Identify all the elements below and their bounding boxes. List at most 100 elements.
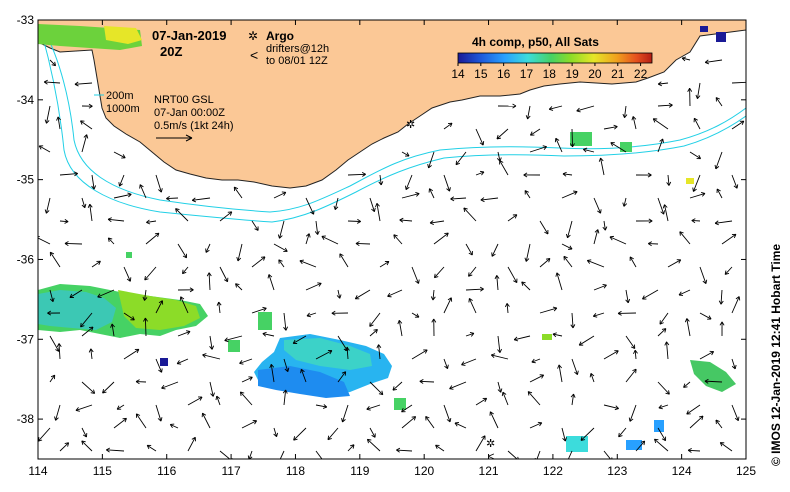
current-vector-head (146, 444, 152, 450)
current-vector-head (640, 440, 646, 446)
current-vector (75, 404, 93, 411)
current-vector (468, 266, 477, 277)
current-vector-head (523, 172, 528, 178)
current-vector-head (425, 416, 430, 421)
current-vector-head (273, 432, 279, 438)
current-vector-head (724, 270, 730, 275)
current-vector (624, 105, 627, 118)
imos-credit: © IMOS 12-Jan-2019 12:41 Hobart Time (769, 244, 783, 466)
current-vector (202, 412, 211, 429)
current-vector (106, 449, 125, 452)
colorbar-tick-label: 19 (565, 67, 579, 81)
current-vector-head (392, 386, 397, 391)
current-vector (731, 174, 738, 189)
argo-float-1: ✲ (406, 119, 415, 131)
current-vector-head (719, 321, 725, 326)
current-vector (657, 381, 670, 395)
current-vector (327, 427, 339, 440)
current-vector-head (446, 417, 452, 423)
current-vector-head (154, 232, 160, 238)
current-vector-head (69, 293, 74, 299)
current-vector-head (431, 318, 437, 323)
current-vector (396, 449, 413, 452)
sst-patch-west-cool (38, 290, 116, 330)
current-vector-head (548, 106, 554, 111)
current-vector-head (611, 457, 613, 459)
current-vector-head (444, 364, 449, 370)
current-vector (625, 335, 636, 349)
current-vector-head (411, 416, 417, 421)
current-vector-head (739, 120, 745, 125)
current-vector (355, 243, 371, 245)
current-vector-head (696, 154, 701, 160)
current-vector-head (564, 463, 568, 467)
current-vector (629, 256, 637, 268)
current-vector-head (83, 134, 89, 139)
current-vector (632, 116, 637, 130)
current-vector-head (618, 432, 623, 438)
current-vector-head (186, 330, 191, 335)
current-vector (502, 391, 509, 406)
lon-tick-label: 123 (607, 464, 627, 478)
current-vector (731, 404, 739, 421)
current-vector-head (341, 417, 346, 423)
sst-patch-ne2 (716, 32, 726, 42)
current-vector (454, 422, 467, 429)
current-vector (731, 120, 745, 130)
current-vector-head (552, 332, 557, 338)
current-vector (262, 333, 275, 337)
drifter-legend-line2: to 08/01 12Z (266, 55, 328, 67)
colorbar-tick-label: 22 (634, 67, 648, 81)
current-vector (81, 427, 87, 438)
current-vector-head (361, 171, 366, 177)
current-vector (337, 371, 347, 383)
current-vector-head (544, 230, 549, 235)
current-vector-head (512, 103, 517, 109)
lon-tick-label: 124 (672, 464, 692, 478)
lon-tick-label: 122 (543, 464, 563, 478)
current-vector (667, 259, 681, 268)
current-vector-head (602, 283, 607, 289)
current-vector (337, 335, 348, 352)
current-vector-head (574, 370, 579, 375)
current-vector-head (191, 197, 197, 203)
current-vector-head (468, 298, 473, 303)
current-vector (379, 261, 390, 268)
lat-tick-label: -34 (17, 93, 35, 107)
current-vector (465, 288, 484, 291)
current-vector (69, 289, 83, 298)
current-vector (465, 243, 473, 256)
colorbar-tick-label: 17 (520, 67, 534, 81)
current-vector-head (525, 115, 531, 120)
current-vector-head (344, 346, 350, 352)
current-vector-head (468, 251, 473, 256)
colorbar-tick-label: 21 (611, 67, 625, 81)
current-vector (443, 404, 451, 423)
current-vector (587, 260, 605, 268)
current-vector-head (74, 81, 79, 87)
current-vector (562, 173, 573, 176)
current-vector-head (306, 312, 311, 318)
current-vector (279, 450, 285, 459)
scale-arrow (156, 134, 193, 142)
current-vector-head (293, 436, 298, 441)
current-vector (81, 326, 94, 337)
current-vector (688, 449, 701, 452)
current-vector-head (709, 350, 715, 356)
current-vector (251, 220, 259, 231)
sst-patch-e6 (126, 252, 132, 258)
current-vector-head (107, 237, 113, 242)
current-vector-head (554, 137, 560, 143)
current-vector (720, 289, 723, 305)
current-vector (44, 81, 61, 84)
current-vector (603, 350, 619, 360)
current-vector (497, 381, 502, 393)
current-vector (299, 260, 317, 268)
current-vector (558, 364, 563, 383)
current-vector (108, 218, 125, 222)
current-vector-head (281, 191, 287, 196)
current-vector (80, 312, 93, 328)
current-vector-head (282, 389, 288, 394)
current-vector-head (609, 235, 614, 241)
current-vector (279, 220, 285, 239)
